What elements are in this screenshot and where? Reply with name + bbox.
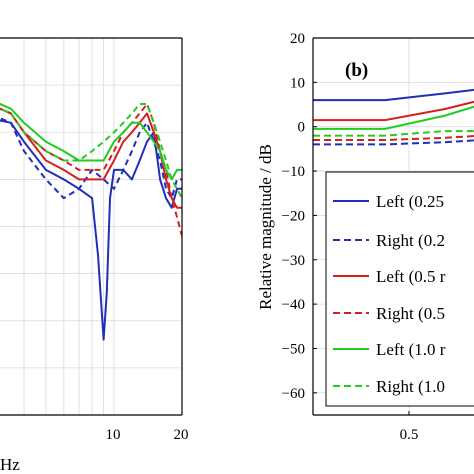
panel-a-series-line bbox=[0, 119, 182, 341]
panel-b-ytick-label: 10 bbox=[290, 75, 305, 91]
panel-a-series-line bbox=[0, 103, 182, 237]
panel-b-xticks: 0.5 bbox=[400, 411, 419, 443]
panel-b-ytick-label: −50 bbox=[282, 341, 305, 357]
panel-a-series-line bbox=[0, 102, 182, 181]
panel-b-series-line bbox=[313, 130, 474, 137]
panel-a-frame bbox=[0, 37, 183, 416]
panel-b-yticks: 20 10 0 −10 −20 −30 −40 −50 −60 bbox=[282, 31, 317, 402]
panel-a-series-line bbox=[0, 117, 182, 200]
panel-b-tag: (b) bbox=[345, 60, 368, 81]
panel-b-series-line bbox=[313, 100, 474, 122]
panel-a-series-line bbox=[0, 103, 182, 199]
panel-b-ytick-label: −20 bbox=[282, 208, 305, 224]
panel-b-ylabel: Relative magnitude / dB bbox=[256, 144, 275, 310]
panel-b-xtick-label: 0.5 bbox=[400, 427, 419, 443]
legend-label: Right (0.5 bbox=[376, 304, 445, 323]
panel-b-ytick-label: −10 bbox=[282, 164, 305, 180]
panel-b-series-line bbox=[313, 105, 474, 130]
panel-a-xtick-20: 20 bbox=[174, 427, 189, 443]
panel-b-ytick-label: −40 bbox=[282, 297, 305, 313]
panel-a-grid bbox=[0, 37, 183, 416]
panel-a-xtick-10: 10 bbox=[106, 427, 121, 443]
panel-b-legend: Left (0.25 Right (0.2 Left (0.5 r Right (0.… bbox=[325, 171, 474, 407]
panel-b-ytick-label: 20 bbox=[290, 31, 305, 47]
panel-b-series-line bbox=[313, 135, 474, 141]
legend-label: Left (1.0 r bbox=[376, 340, 446, 359]
panel-b-ytick-label: 0 bbox=[298, 120, 306, 136]
panel-a: 10 20 Hz bbox=[0, 37, 189, 474]
panel-b: 20 10 0 −10 −20 −30 −40 −50 −60 0.5 (b) Relative… bbox=[256, 31, 474, 443]
panel-b-series-line bbox=[313, 139, 474, 146]
panel-b-frame bbox=[312, 37, 474, 416]
legend-label: Left (0.5 r bbox=[376, 267, 446, 286]
panel-b-ytick-label: −60 bbox=[282, 386, 305, 402]
panel-b-series bbox=[313, 88, 474, 146]
legend-label: Right (1.0 bbox=[376, 377, 445, 396]
panel-a-series bbox=[0, 102, 182, 341]
panel-a-xlabel-fragment: Hz bbox=[0, 455, 20, 474]
legend-label: Right (0.2 bbox=[376, 231, 445, 250]
legend-label: Left (0.25 bbox=[376, 192, 444, 211]
panel-b-ytick-label: −30 bbox=[282, 253, 305, 269]
panel-b-series-line bbox=[313, 88, 474, 102]
